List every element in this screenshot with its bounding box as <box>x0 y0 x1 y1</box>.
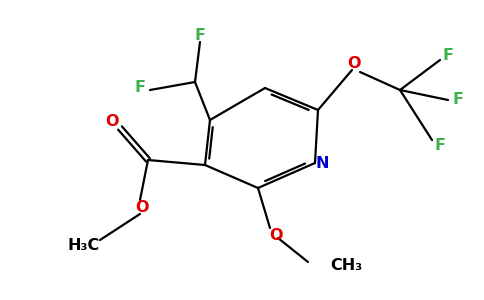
Text: CH₃: CH₃ <box>330 259 362 274</box>
Text: F: F <box>435 137 445 152</box>
Text: O: O <box>269 229 283 244</box>
Text: O: O <box>347 56 361 71</box>
Text: N: N <box>315 155 329 170</box>
Text: O: O <box>135 200 149 215</box>
Text: O: O <box>105 115 119 130</box>
Text: F: F <box>195 28 206 43</box>
Text: F: F <box>442 47 454 62</box>
Text: F: F <box>135 80 146 95</box>
Text: F: F <box>453 92 464 106</box>
Text: H₃C: H₃C <box>68 238 100 253</box>
